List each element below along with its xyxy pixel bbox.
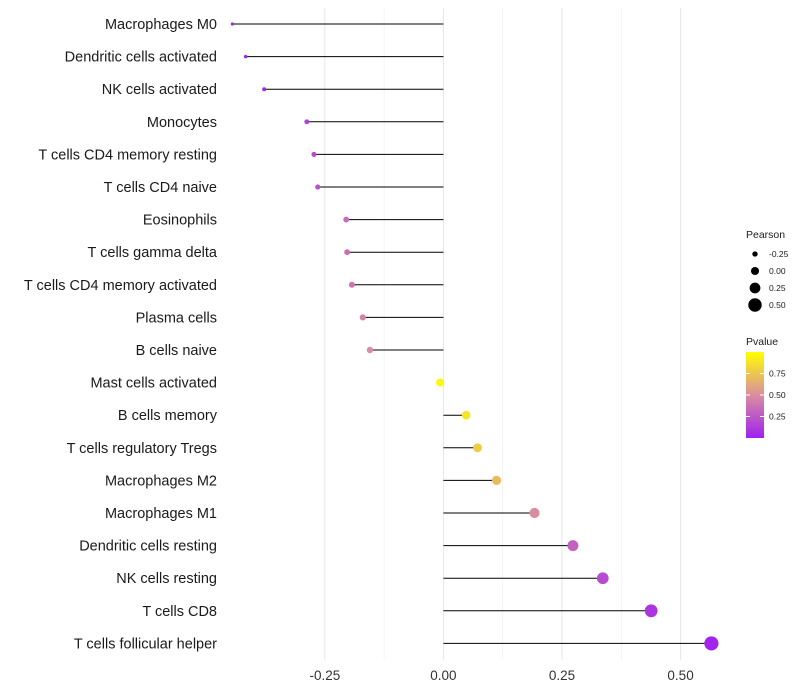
legend-size-key xyxy=(749,282,761,294)
category-label: Mast cells activated xyxy=(90,376,217,392)
category-label: Macrophages M0 xyxy=(105,17,217,33)
data-point xyxy=(304,119,310,125)
data-point xyxy=(343,216,350,223)
x-tick-labels: -0.25 0.00 0.25 0.50 xyxy=(309,668,693,683)
category-label: Dendritic cells activated xyxy=(65,50,217,66)
data-point xyxy=(262,87,267,92)
grid-lines xyxy=(324,8,682,660)
legend-color-label: 0.25 xyxy=(769,412,786,422)
x-tick-label: 0.50 xyxy=(667,668,693,683)
category-label: T cells CD4 memory resting xyxy=(38,147,217,163)
category-label: T cells gamma delta xyxy=(88,245,218,261)
category-label: Macrophages M2 xyxy=(105,473,217,489)
category-label: NK cells resting xyxy=(116,571,217,587)
category-label: Monocytes xyxy=(147,115,217,131)
legend-color-label: 0.50 xyxy=(769,390,786,400)
legend-pvalue-colorbar xyxy=(746,352,764,438)
category-label: Macrophages M1 xyxy=(105,506,217,522)
points xyxy=(230,22,719,651)
data-point xyxy=(230,22,234,26)
legend-size-key xyxy=(752,251,758,257)
data-point xyxy=(359,314,366,321)
data-point xyxy=(436,378,445,387)
category-label: Plasma cells xyxy=(136,310,217,326)
stems xyxy=(232,23,712,644)
data-point xyxy=(473,443,482,453)
data-point xyxy=(596,572,609,585)
category-labels: Macrophages M0 Dendritic cells activated N… xyxy=(24,17,218,652)
data-point xyxy=(344,249,351,256)
x-tick-label: -0.25 xyxy=(309,668,340,683)
data-point xyxy=(704,636,719,651)
legend-color-label: 0.75 xyxy=(769,369,786,379)
data-point xyxy=(243,54,248,59)
data-point xyxy=(529,507,540,519)
category-label: T cells regulatory Tregs xyxy=(67,441,217,457)
legend-size-label: 0.25 xyxy=(769,283,786,293)
data-point xyxy=(491,475,502,486)
legend-pvalue: Pvalue 0.25 0.50 0.75 xyxy=(746,336,786,438)
data-point xyxy=(461,410,471,420)
legend-pvalue-title: Pvalue xyxy=(746,336,778,348)
legend-size-label: 0.50 xyxy=(769,300,786,310)
category-label: NK cells activated xyxy=(102,82,217,98)
legend-size-label: -0.25 xyxy=(769,249,789,259)
legend-size-label: 0.00 xyxy=(769,266,786,276)
data-point xyxy=(315,184,321,190)
data-point xyxy=(311,151,317,157)
category-label: T cells CD4 memory activated xyxy=(24,278,217,294)
category-label: B cells memory xyxy=(118,408,218,424)
category-label: T cells CD4 naive xyxy=(104,180,217,196)
data-point xyxy=(644,604,658,618)
x-tick-label: 0.00 xyxy=(430,668,456,683)
legend-size-key xyxy=(748,298,762,312)
data-point xyxy=(366,346,374,354)
category-label: Dendritic cells resting xyxy=(79,539,217,555)
category-label: T cells follicular helper xyxy=(74,636,217,652)
legend-pearson-title: Pearson xyxy=(746,229,785,241)
data-point xyxy=(348,281,355,288)
legend-size-key xyxy=(750,266,760,276)
data-point xyxy=(567,540,579,552)
category-label: B cells naive xyxy=(136,343,217,359)
category-label: Eosinophils xyxy=(143,213,217,229)
legend-pearson: Pearson -0.25 0.00 0.25 0.50 xyxy=(746,229,789,312)
x-tick-label: 0.25 xyxy=(549,668,575,683)
category-label: T cells CD8 xyxy=(142,604,217,620)
